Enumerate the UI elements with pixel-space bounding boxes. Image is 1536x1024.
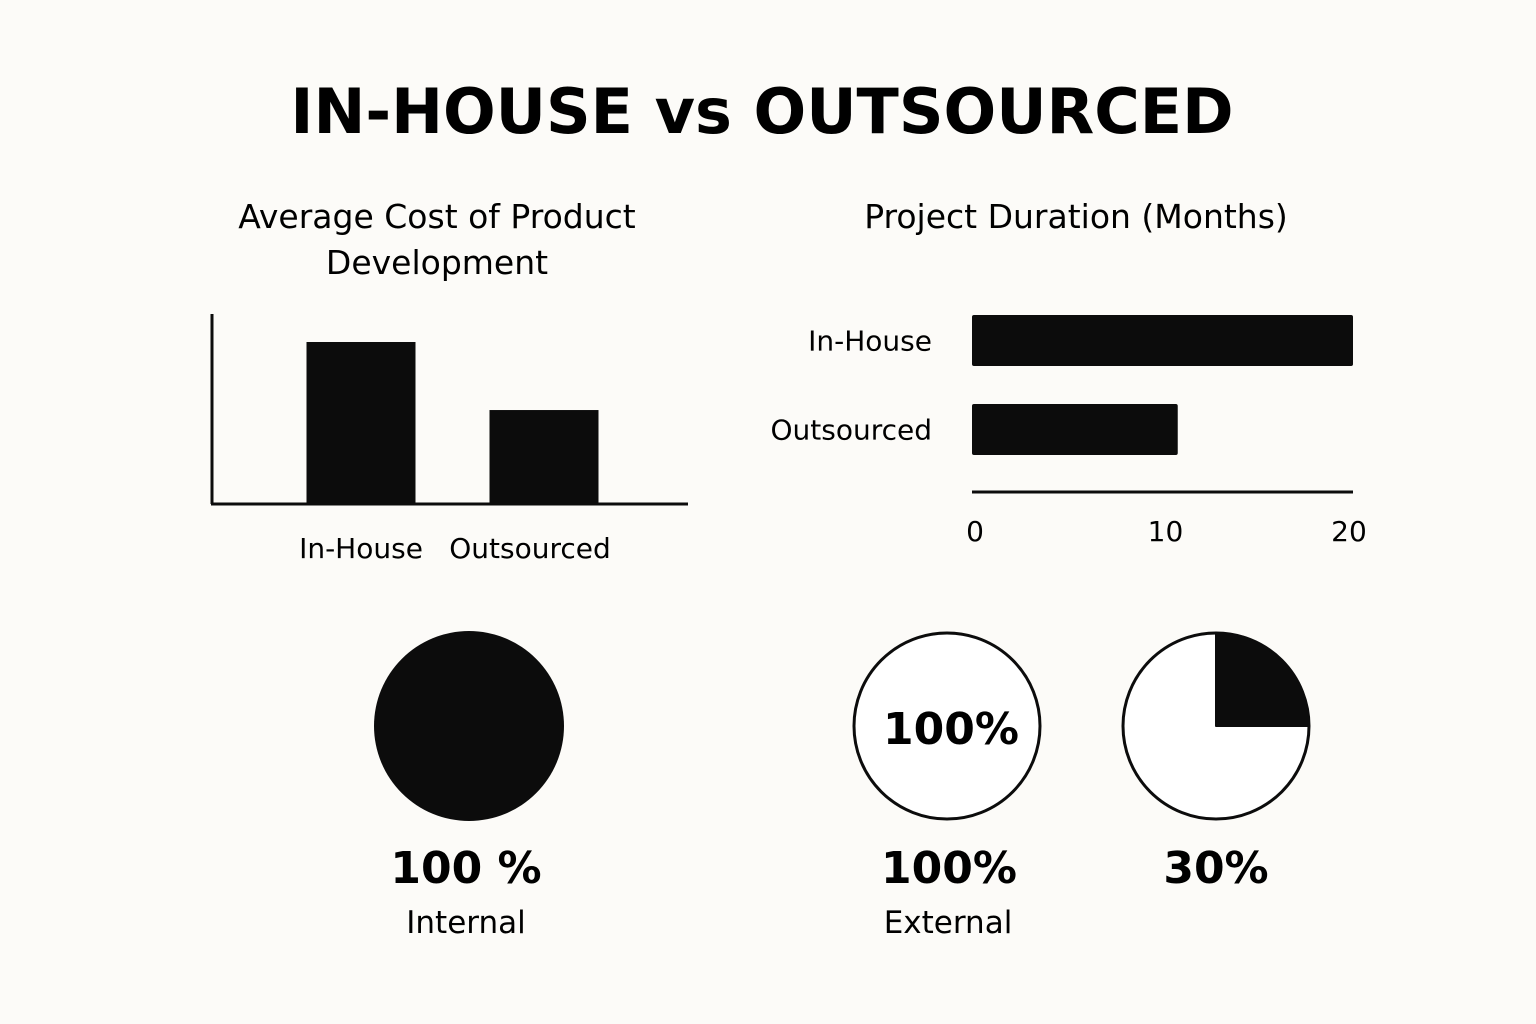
duration-bar-in-house <box>972 315 1353 366</box>
duration-bar-outsourced <box>972 404 1178 455</box>
cost-category-label: In-House <box>299 532 423 565</box>
duration-tick-label: 0 <box>966 515 984 548</box>
cost-chart: Average Cost of Product Development In-H… <box>210 197 688 565</box>
pie-thirty <box>1121 631 1311 821</box>
duration-category-label: Outsourced <box>770 414 932 447</box>
pie-external-caption: External <box>884 905 1013 941</box>
duration-tick-label: 10 <box>1148 515 1184 548</box>
pie-internal-caption: Internal <box>406 905 525 941</box>
pie-internal <box>374 631 564 821</box>
duration-tick-label: 20 <box>1331 515 1367 548</box>
pie-external-inner-label: 100% <box>883 704 1019 755</box>
cost-chart-title-line2: Development <box>326 243 548 282</box>
cost-bar-outsourced <box>489 410 599 504</box>
pie-external <box>852 631 1042 821</box>
duration-chart: Project Duration (Months) In-House Outsou… <box>770 197 1366 548</box>
pie-background <box>852 631 1042 821</box>
pie-slice <box>374 631 564 821</box>
cost-category-label: Outsourced <box>449 532 611 565</box>
duration-chart-title: Project Duration (Months) <box>864 197 1288 236</box>
duration-category-label: In-House <box>808 325 932 358</box>
pie-thirty-label: 30% <box>1163 843 1268 894</box>
page-title: IN-HOUSE vs OUTSOURCED <box>290 75 1233 148</box>
cost-bar-in-house <box>306 342 416 504</box>
pie-internal-label: 100 % <box>390 843 541 894</box>
pie-slice <box>1215 632 1310 727</box>
pie-external-label: 100% <box>881 843 1017 894</box>
cost-chart-title-line1: Average Cost of Product <box>238 197 636 236</box>
